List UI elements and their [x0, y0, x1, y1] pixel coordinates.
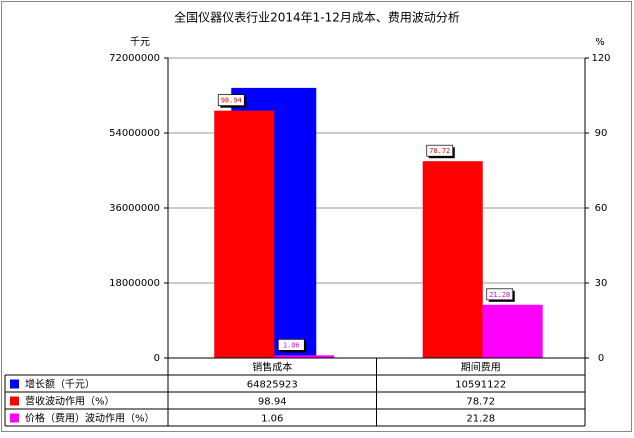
legend-swatch: [10, 413, 19, 423]
data-label: 98.94: [221, 97, 242, 105]
frame: [1, 1, 632, 432]
data-label: 78.72: [429, 147, 450, 155]
y2-tick-label: 0: [598, 353, 604, 364]
y-axis-label: 千元: [130, 36, 150, 48]
table-value: 10591122: [455, 380, 506, 391]
y-tick-label: 54000000: [109, 128, 160, 139]
y-tick-label: 0: [154, 353, 160, 364]
y-tick-label: 72000000: [109, 53, 160, 64]
x-tick-label: 期间费用: [461, 361, 501, 374]
legend-label: 价格（费用）波动作用（%）: [25, 412, 155, 425]
table-value: 64825923: [247, 380, 298, 391]
bar: [482, 304, 543, 358]
legend-swatch: [10, 396, 19, 406]
bar: [422, 161, 483, 358]
table-value: 98.94: [258, 397, 287, 408]
y2-tick-label: 30: [595, 278, 608, 289]
data-label-box: [217, 94, 245, 107]
legend-label: 增长额（千元）: [25, 378, 95, 391]
y-tick-label: 36000000: [109, 203, 160, 214]
y2-tick-label: 90: [595, 128, 608, 139]
table-value: 21.28: [466, 414, 495, 425]
data-label-box: [277, 339, 305, 351]
bar: [214, 110, 275, 359]
data-label-box: [426, 144, 454, 157]
table-value: 1.06: [261, 414, 283, 425]
legend-label: 营收波动作用（%）: [25, 395, 115, 408]
data-label: 21.28: [489, 291, 510, 299]
x-tick-label: 销售成本: [252, 361, 292, 374]
y2-tick-label: 120: [591, 53, 610, 64]
y2-axis-label: %: [595, 37, 605, 48]
legend-swatch: [10, 379, 19, 389]
y2-tick-label: 60: [595, 203, 608, 214]
data-label: 1.06: [283, 341, 300, 349]
y-tick-label: 18000000: [109, 278, 160, 289]
chart-title: 全国仪器仪表行业2014年1-12月成本、费用波动分析: [174, 10, 460, 25]
data-label-box: [486, 288, 514, 301]
table-value: 78.72: [466, 397, 495, 408]
bar: [274, 355, 335, 358]
